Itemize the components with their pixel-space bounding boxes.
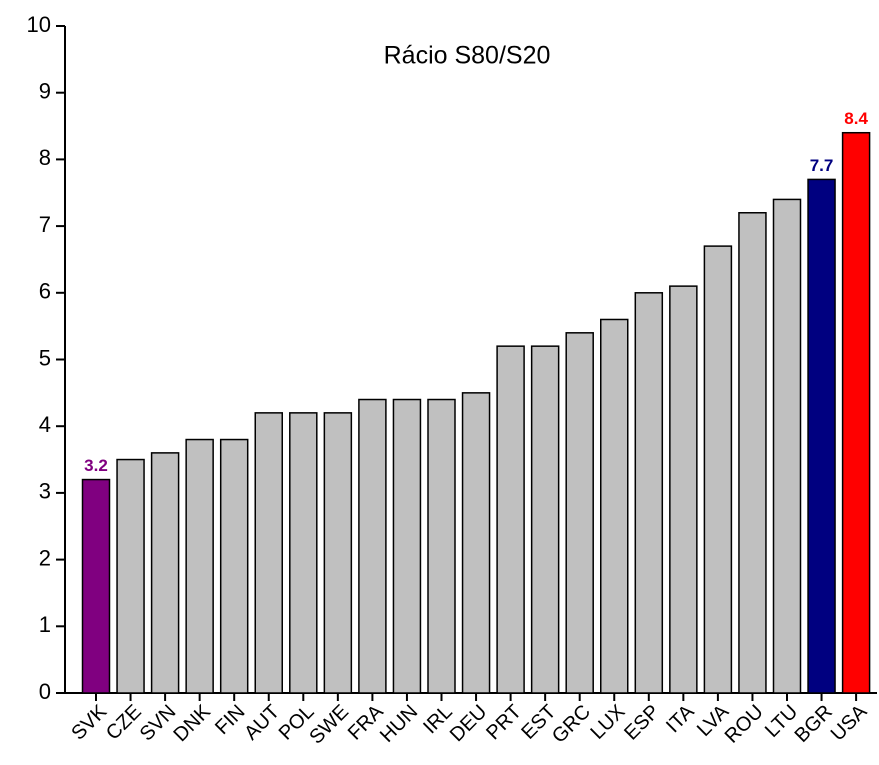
bar	[254, 412, 283, 694]
y-tick-label: 4	[39, 412, 51, 437]
bar	[738, 212, 767, 694]
bar	[150, 452, 180, 694]
bar	[116, 458, 145, 694]
x-tick-label: ESP	[620, 701, 664, 745]
x-tick-label: USA	[827, 700, 872, 745]
bar	[807, 178, 836, 694]
y-tick-label: 3	[39, 479, 51, 504]
bar	[81, 478, 111, 694]
y-tick-label: 10	[27, 12, 51, 37]
bar	[496, 345, 525, 694]
x-tick-label: PRT	[482, 701, 526, 745]
value-label: 8.4	[844, 109, 868, 128]
y-tick-label: 6	[39, 279, 51, 304]
x-tick-label: HUN	[376, 701, 422, 747]
x-tick-label: ROU	[721, 701, 768, 748]
x-tick-label: SVK	[67, 700, 111, 744]
y-tick-label: 8	[39, 145, 51, 170]
x-tick-label: DEU	[446, 701, 491, 746]
bar	[669, 285, 698, 694]
x-tick-label: LUX	[586, 701, 629, 744]
bar	[427, 398, 456, 694]
bar	[841, 131, 871, 694]
bar	[289, 412, 318, 694]
bar	[392, 398, 422, 694]
y-tick-label: 7	[39, 212, 51, 237]
bar	[565, 332, 594, 694]
bar	[461, 392, 491, 694]
bar	[185, 438, 214, 694]
x-tick-label: BGR	[791, 701, 837, 747]
bar	[600, 318, 629, 694]
x-tick-label: CZE	[102, 701, 146, 745]
bar	[772, 198, 802, 694]
bar	[703, 245, 733, 694]
bar	[530, 345, 560, 694]
x-tick-label: SVN	[136, 701, 181, 746]
chart-title: Rácio S80/S20	[384, 42, 551, 70]
x-tick-label: AUT	[240, 701, 284, 745]
bar	[634, 292, 664, 694]
x-tick-label: ITA	[662, 700, 699, 737]
y-tick-label: 0	[39, 679, 51, 704]
bar	[219, 438, 249, 694]
y-tick-label: 2	[39, 545, 51, 570]
x-tick-label: GRC	[548, 701, 595, 748]
value-label: 7.7	[810, 156, 834, 175]
x-tick-label: SWE	[305, 701, 353, 749]
bar	[358, 398, 387, 694]
y-tick-label: 9	[39, 79, 51, 104]
bar	[323, 412, 353, 694]
y-tick-label: 5	[39, 345, 51, 370]
y-tick-label: 1	[39, 612, 51, 637]
value-label: 3.2	[84, 456, 108, 475]
x-tick-label: DNK	[169, 700, 215, 746]
